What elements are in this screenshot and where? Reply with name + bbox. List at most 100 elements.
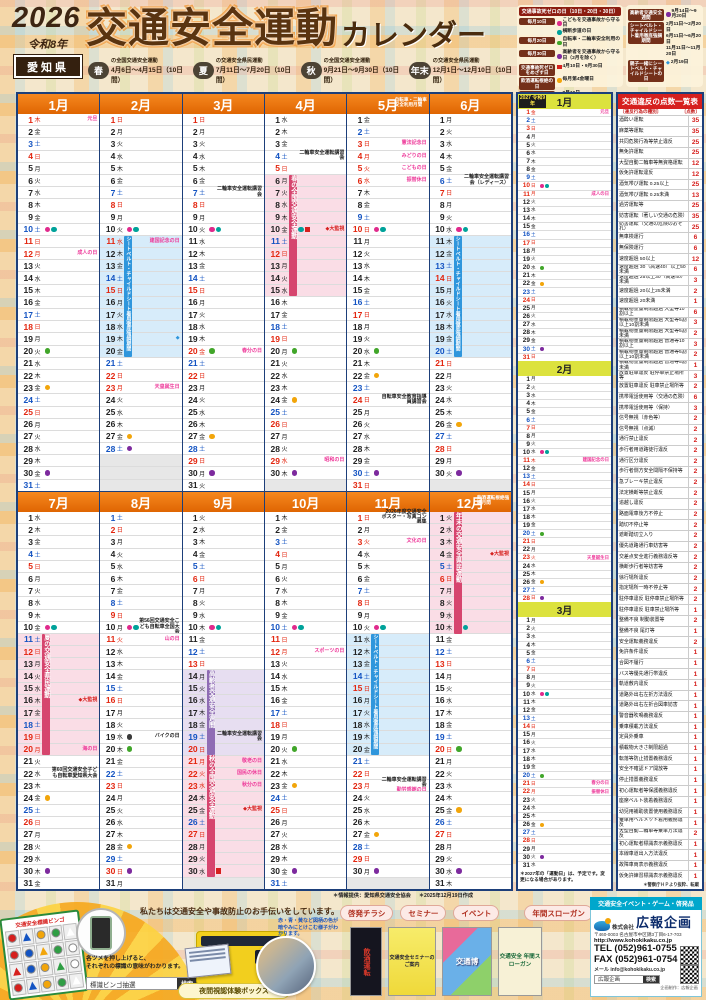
- violation-name: 歩行者側方安全間隔不保持等: [619, 469, 683, 475]
- campaign-dot-icon: [545, 692, 549, 697]
- legend-row: 親子一緒にシートベルト・チャイルドシートの日 ◆ 2月19日: [628, 59, 701, 82]
- weekday-label: 日: [531, 481, 536, 487]
- weekday-label: 土: [531, 715, 536, 721]
- day-number: 8: [28, 199, 33, 210]
- calendar-day-row: 27 月: [265, 429, 347, 442]
- calendar-day-row: 26 金: [429, 417, 511, 430]
- day-number: 21: [105, 358, 116, 369]
- campaign-dot-icon: [126, 624, 133, 631]
- calendar-day-row: 10 木: [429, 620, 511, 633]
- day-number: 25: [352, 805, 363, 816]
- road-sign-glyph-icon: [72, 976, 81, 985]
- campaign-dot-icon: [291, 624, 297, 631]
- road-sign-cell-icon: [50, 940, 66, 959]
- violation-row: 踏切不停止等 2: [618, 519, 702, 530]
- month-body: 1 日 2 月 3 火 4 水 5 木 6 金 7 土 8 日 9 月 10 火 11 水建国記念の日 12 木 13 金 14 土 1…: [100, 114, 182, 491]
- night-box-sample-card: [184, 943, 232, 979]
- company-search-button[interactable]: 検索: [642, 975, 659, 983]
- promo-button-4[interactable]: 年間スローガン: [524, 905, 593, 921]
- month-body: 1 金 2 土 3 日憲法記念日 4 月みどりの日 5 火こどもの日 6 水振替休日 7 木 8 金 9 土 10 日…: [347, 114, 429, 491]
- poster-label: 交通博: [455, 957, 479, 966]
- promo-button-1[interactable]: 啓発チラシ: [340, 905, 394, 921]
- calendar-day-row: 30 金: [265, 864, 347, 877]
- day-number: 2: [110, 524, 116, 535]
- month-column-5月: 5月 自転車・二輪車安全利用月間 1 金 2 土 3 日憲法記念日 4 月みどりの日 5 火こどもの日…: [347, 94, 429, 491]
- day-number: 14: [522, 481, 530, 489]
- weekday-label: 火: [531, 797, 536, 803]
- weekday-label: 水: [446, 613, 453, 620]
- promo-button-3[interactable]: イベント: [453, 905, 500, 921]
- month-label: 3月: [213, 97, 234, 113]
- month-header: 3月: [518, 602, 611, 618]
- calendar-day-row: 20 金: [100, 344, 182, 357]
- calendar-day-row: 3 火文化の日: [347, 535, 429, 547]
- calendar-day-row: 15 木: [265, 681, 347, 694]
- day-number: 31: [352, 480, 363, 491]
- company-url-link[interactable]: http://www.kohokikaku.co.jp: [594, 938, 673, 944]
- bingo-search-input[interactable]: 標識ビンゴ抽選: [90, 981, 136, 989]
- weekday-label: 金: [531, 579, 536, 585]
- calendar-day-row: 29 火: [429, 852, 511, 864]
- day-number: 30: [270, 866, 280, 877]
- company-search-input[interactable]: 広報企画: [598, 977, 621, 984]
- weekday-label: 月: [531, 433, 536, 439]
- weekday-label: 金: [446, 252, 453, 259]
- day-number: 25: [352, 407, 363, 418]
- weekday-label: 水: [281, 459, 288, 466]
- violation-name: 追越し違反: [619, 501, 644, 507]
- calendar-day-row: 22 火国民の休日: [182, 766, 264, 780]
- violation-row: 道路外出右左折方法違反 1: [618, 689, 702, 701]
- weekday-label: 火: [531, 854, 536, 860]
- day-number: 2: [192, 524, 198, 535]
- promo-button-2[interactable]: セミナー: [400, 905, 447, 921]
- day-number: 27: [105, 431, 116, 442]
- day-annotation: 元旦: [600, 110, 609, 115]
- violation-name: 急ブレーキ禁止違反: [619, 480, 664, 486]
- day-number: 31: [270, 878, 280, 889]
- calendar-day-row: 12 木: [100, 247, 182, 260]
- violation-row: 合図不履行 1: [618, 657, 702, 669]
- violation-table-subheader: 〔違反行為の種別〕 〔点数〕: [618, 109, 702, 115]
- day-marks: [209, 226, 222, 233]
- weekday-label: 金: [199, 808, 206, 815]
- day-number: 19: [522, 521, 530, 529]
- day-number: 26: [352, 419, 363, 430]
- campaign-period-bar: 年末の交通安全県民運動: [453, 512, 462, 634]
- month-label: 1月: [48, 97, 69, 113]
- calendar-day-row: 22 日: [100, 368, 182, 381]
- calendar-day-row: 31 木: [429, 876, 511, 889]
- company-search-bar[interactable]: 広報企画 検索: [594, 974, 660, 984]
- weekday-label: 火: [199, 601, 206, 608]
- day-number: 3: [192, 536, 198, 547]
- month-column-7月: 7月 1 水 2 木 3 金 4 土 5 日 6 月 7 火 8 水 9 木 10 金 11 土 12 日 13 月 14 火 15 水 16…: [18, 492, 100, 889]
- day-number: 25: [435, 407, 445, 418]
- campaign-dot-icon: [51, 624, 57, 631]
- weekday-label: 木: [446, 711, 453, 718]
- violation-name: 踏切不停止等: [619, 522, 649, 528]
- weekday-label: 金: [363, 203, 370, 210]
- weekday-label: 木: [116, 662, 123, 669]
- violation-name: 安全不確認ドア開放等: [619, 767, 668, 773]
- day-number: 11: [24, 634, 33, 645]
- company-email-link[interactable]: メール info@kohokikaku.co.jp: [594, 966, 665, 973]
- weekday-label: 火: [116, 637, 123, 644]
- weekday-label: 土: [34, 552, 41, 559]
- violation-row: 携帯電話使用等（交通の危険） 6: [618, 391, 702, 403]
- calendar-day-row: 26 木: [347, 815, 429, 828]
- weekday-label: 土: [34, 142, 41, 149]
- road-sign-glyph-icon: [66, 926, 75, 936]
- day-number: 17: [188, 707, 198, 718]
- calendar-day-row: 25 土: [265, 405, 347, 418]
- weekday-label: 土: [116, 447, 123, 454]
- weekday-label: 木: [199, 166, 206, 173]
- month-body: 1 火 2 水 3 木 4 金 ◆大監視 5 土 6 日 7 月 8 火 9 水 10 木 11 金 12 土 13 日 14 月 15 火…: [429, 512, 511, 889]
- day-number: 8: [275, 597, 280, 608]
